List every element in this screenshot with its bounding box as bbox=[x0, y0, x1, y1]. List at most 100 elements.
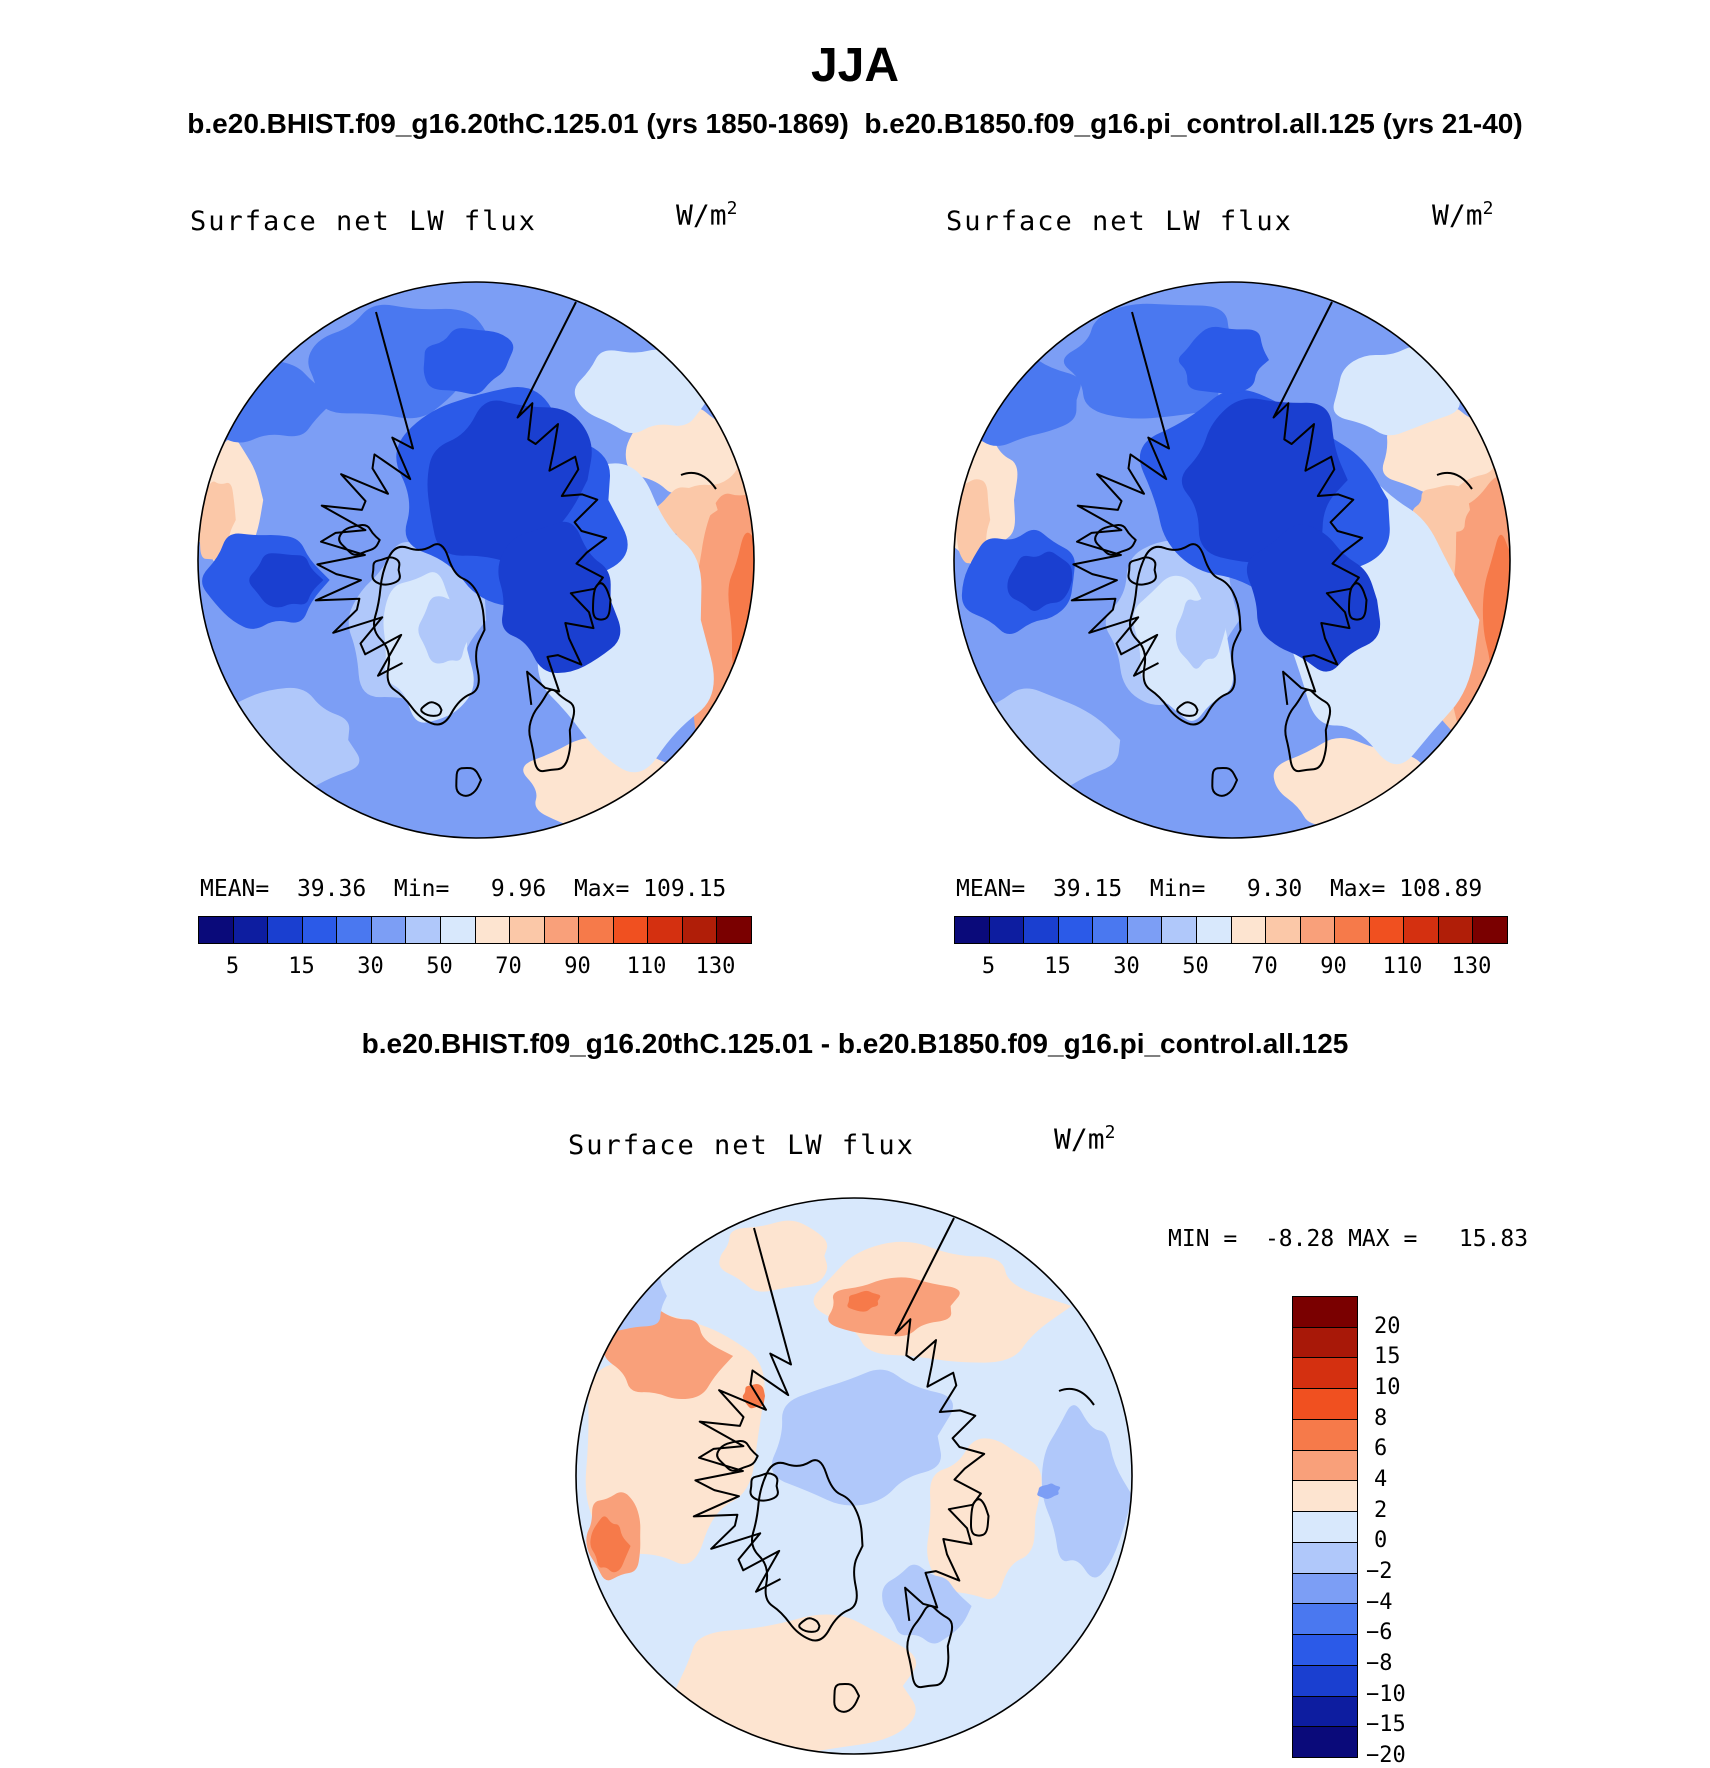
eurasia-coast bbox=[516, 301, 608, 706]
arctic-archipelago-coast bbox=[716, 1440, 759, 1472]
eurasia-coast bbox=[894, 1217, 986, 1622]
colorbar-swatch bbox=[1293, 1635, 1357, 1666]
colorbar-swatch bbox=[989, 917, 1025, 943]
caspian-coast bbox=[1058, 1387, 1095, 1406]
figure-title: JJA bbox=[810, 39, 900, 92]
max-label: Max= bbox=[1329, 876, 1386, 902]
left-panel-stats: MEAN= 39.36 Min= 9.96 Max= 109.15 bbox=[200, 876, 726, 902]
colorbar-swatch bbox=[510, 917, 545, 943]
colorbar-tick-label: −8 bbox=[1366, 1651, 1393, 1676]
contour-region bbox=[771, 1369, 953, 1506]
left-panel-variable: Surface net LW flux bbox=[190, 206, 537, 237]
colorbar-swatch bbox=[717, 917, 751, 943]
map-boundary bbox=[197, 281, 755, 839]
colorbar-tick-label: 4 bbox=[1374, 1467, 1388, 1492]
units-base: W/m bbox=[1054, 1122, 1105, 1156]
contour-region bbox=[1007, 551, 1073, 611]
contour-region bbox=[427, 400, 592, 565]
colorbar-swatch bbox=[1293, 1665, 1357, 1697]
caspian-coast bbox=[1436, 471, 1473, 490]
contour-region bbox=[1175, 595, 1226, 669]
coastlines bbox=[692, 1217, 1095, 1713]
contour-region bbox=[1412, 485, 1470, 537]
scandinavia-coast bbox=[906, 1604, 954, 1689]
units-base: W/m bbox=[676, 198, 727, 232]
figure-subtitle: b.e20.BHIST.f09_g16.20thC.125.01 (yrs 18… bbox=[0, 108, 1710, 140]
scandinavia-coast bbox=[1284, 688, 1332, 773]
contour-region bbox=[1178, 326, 1269, 394]
colorbar-swatch bbox=[1024, 917, 1059, 943]
min-label: Min= bbox=[1149, 876, 1206, 902]
colorbar-tick-label: −2 bbox=[1366, 1559, 1393, 1584]
right-panel-variable: Surface net LW flux bbox=[946, 206, 1293, 237]
min-label: Min= bbox=[393, 876, 450, 902]
colorbar-swatch bbox=[1293, 1512, 1357, 1543]
mean-label: MEAN= bbox=[200, 876, 270, 902]
colorbar-swatch bbox=[268, 917, 303, 943]
colorbar-swatch bbox=[1293, 1573, 1357, 1605]
colorbar-swatch bbox=[337, 917, 372, 943]
colorbar-tick-label: 110 bbox=[626, 954, 667, 979]
contour-region bbox=[1041, 1405, 1132, 1578]
colorbar-tick-label: 15 bbox=[1374, 1344, 1401, 1370]
colorbar-tick-label: −10 bbox=[1366, 1681, 1406, 1707]
novaya-zemlya-coast bbox=[970, 1498, 990, 1537]
colorbar-swatch bbox=[1473, 917, 1507, 943]
diff-colorbar-ticks: 20 15 10 8 6 4 2 0 −2 −4 −6 −8 −10 −15 −20 bbox=[1366, 1296, 1456, 1768]
north-america-coast bbox=[692, 1227, 792, 1593]
right-colorbar bbox=[954, 916, 1508, 944]
colorbar-swatch bbox=[682, 917, 718, 943]
coastlines bbox=[314, 301, 717, 797]
units-base: W/m bbox=[1432, 198, 1483, 232]
max-value: 108.89 bbox=[1399, 876, 1483, 902]
contour-region bbox=[654, 487, 718, 535]
diff-panel-stats: MIN = -8.28 MAX = 15.83 bbox=[1168, 1226, 1528, 1252]
colorbar-swatch bbox=[1231, 917, 1267, 943]
colorbar-tick-label: 5 bbox=[225, 954, 240, 979]
diff-colorbar bbox=[1292, 1296, 1358, 1758]
colorbar-tick-label: −15 bbox=[1366, 1712, 1406, 1738]
map-boundary bbox=[953, 281, 1511, 839]
left-colorbar bbox=[198, 916, 752, 944]
colorbar-swatch bbox=[1293, 1727, 1357, 1758]
colorbar-swatch bbox=[1369, 917, 1405, 943]
colorbar-swatch bbox=[1335, 917, 1370, 943]
novaya-zemlya-coast bbox=[1348, 582, 1368, 621]
greenland-coast bbox=[372, 543, 486, 726]
colorbar-tick-label: 15 bbox=[1044, 954, 1071, 979]
colorbar-swatch bbox=[1127, 917, 1163, 943]
contour-region bbox=[604, 1307, 734, 1400]
colorbar-tick-label: 30 bbox=[357, 954, 384, 979]
map-boundary bbox=[575, 1197, 1133, 1755]
colorbar-swatch bbox=[1293, 1358, 1357, 1390]
min-value: -8.28 bbox=[1264, 1226, 1335, 1252]
units-exponent: 2 bbox=[1104, 1122, 1116, 1143]
iceland-coast bbox=[420, 701, 443, 717]
iceland-coast bbox=[1176, 701, 1199, 717]
colorbar-tick-label: 90 bbox=[1320, 954, 1347, 979]
colorbar-tick-label: 70 bbox=[1251, 954, 1278, 979]
colorbar-swatch bbox=[233, 917, 269, 943]
left-colorbar-ticks: 5 15 30 50 70 90 110 130 bbox=[198, 954, 750, 982]
colorbar-swatch bbox=[955, 917, 990, 943]
colorbar-swatch bbox=[544, 917, 580, 943]
arctic-archipelago-coast bbox=[749, 1472, 779, 1502]
contour-region bbox=[625, 408, 743, 494]
colorbar-swatch bbox=[1293, 1604, 1357, 1636]
caspian-coast bbox=[680, 471, 717, 490]
contour-region bbox=[1246, 524, 1381, 672]
colorbar-tick-label: 20 bbox=[1374, 1313, 1401, 1339]
colorbar-tick-label: 110 bbox=[1382, 954, 1423, 979]
left-polar-map bbox=[197, 281, 755, 839]
colorbar-tick-label: 5 bbox=[981, 954, 996, 979]
colorbar-tick-label: 15 bbox=[288, 954, 315, 979]
british-isles-coast bbox=[833, 1682, 860, 1713]
right-colorbar-ticks: 5 15 30 50 70 90 110 130 bbox=[954, 954, 1506, 982]
colorbar-swatch bbox=[1293, 1542, 1357, 1574]
greenland-coast bbox=[1128, 543, 1242, 726]
arctic-archipelago-coast bbox=[371, 556, 401, 586]
colorbar-swatch bbox=[371, 917, 407, 943]
colorbar-tick-label: −20 bbox=[1366, 1743, 1406, 1768]
colorbar-tick-label: 50 bbox=[426, 954, 453, 979]
contour-region bbox=[423, 328, 514, 395]
